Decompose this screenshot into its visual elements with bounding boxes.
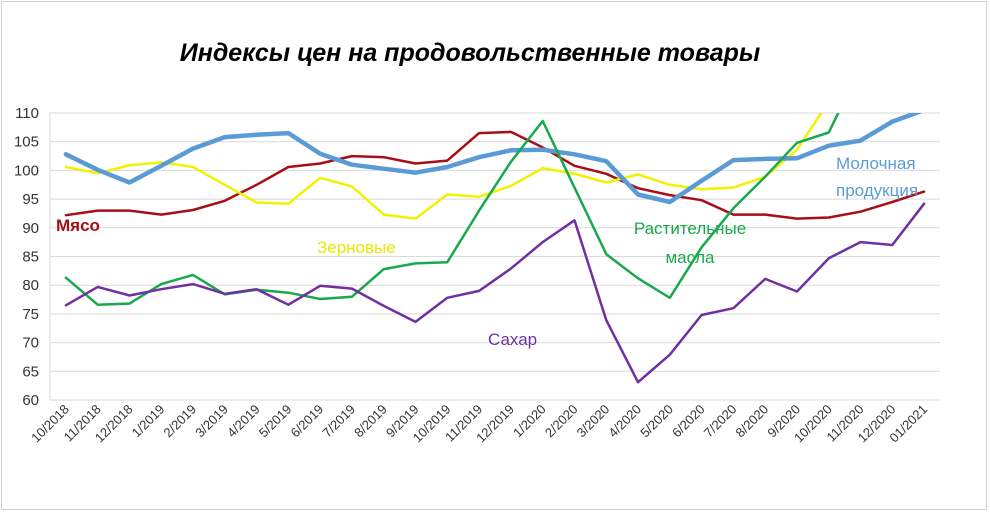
x-axis-ticks: 10/201811/201812/20181/20192/20193/20194… bbox=[28, 402, 930, 446]
y-tick-label: 110 bbox=[15, 105, 39, 122]
x-tick-label: 7/2020 bbox=[701, 402, 740, 441]
x-tick-label: 1/2019 bbox=[129, 402, 168, 441]
series-line-1 bbox=[64, 113, 823, 220]
y-tick-label: 65 bbox=[22, 363, 39, 380]
x-tick-label: 3/2019 bbox=[192, 402, 231, 441]
y-tick-label: 90 bbox=[22, 220, 39, 237]
x-tick-label: 8/2020 bbox=[733, 402, 772, 441]
y-tick-label: 95 bbox=[22, 191, 39, 208]
y-tick-label: 85 bbox=[22, 249, 39, 266]
series-line-3 bbox=[64, 113, 840, 306]
x-tick-label: 3/2020 bbox=[574, 402, 613, 441]
x-tick-label: 2/2019 bbox=[160, 402, 199, 441]
x-tick-label: 8/2019 bbox=[351, 402, 390, 441]
series-line-0 bbox=[64, 130, 926, 220]
label-sahar: Сахар bbox=[488, 330, 537, 349]
x-tick-label: 2/2020 bbox=[542, 402, 581, 441]
label-zernovye: Зерновые bbox=[317, 238, 396, 257]
y-tick-label: 75 bbox=[22, 306, 39, 323]
x-tick-label: 7/2019 bbox=[319, 402, 358, 441]
y-tick-label: 105 bbox=[14, 134, 39, 151]
label-molochnaya-line2: продукция bbox=[836, 181, 918, 200]
y-tick-label: 70 bbox=[22, 335, 39, 352]
x-tick-label: 5/2019 bbox=[256, 402, 295, 441]
y-tick-label: 100 bbox=[14, 162, 39, 179]
label-molochnaya-line1: Молочная bbox=[836, 154, 916, 173]
y-axis-ticks: 60 65 70 75 80 85 90 95 100 105 110 bbox=[14, 105, 39, 409]
series-line-4 bbox=[64, 202, 926, 384]
label-rast-line2: масла bbox=[665, 248, 715, 267]
chart-title: Индексы цен на продовольственные товары bbox=[180, 39, 760, 67]
x-tick-label: 1/2020 bbox=[510, 402, 549, 441]
x-tick-label: 4/2020 bbox=[605, 402, 644, 441]
x-tick-label: 6/2019 bbox=[288, 402, 327, 441]
x-tick-label: 6/2020 bbox=[669, 402, 708, 441]
label-myaso: Мясо bbox=[56, 216, 100, 235]
x-tick-label: 5/2020 bbox=[637, 402, 676, 441]
series-lines bbox=[63, 113, 926, 384]
label-rast-line1: Растительные bbox=[634, 219, 746, 238]
y-tick-label: 60 bbox=[22, 392, 39, 409]
x-tick-label: 4/2019 bbox=[224, 402, 263, 441]
y-tick-label: 80 bbox=[22, 277, 39, 294]
series-labels: Мясо Зерновые Молочная продукция Растите… bbox=[56, 154, 918, 349]
